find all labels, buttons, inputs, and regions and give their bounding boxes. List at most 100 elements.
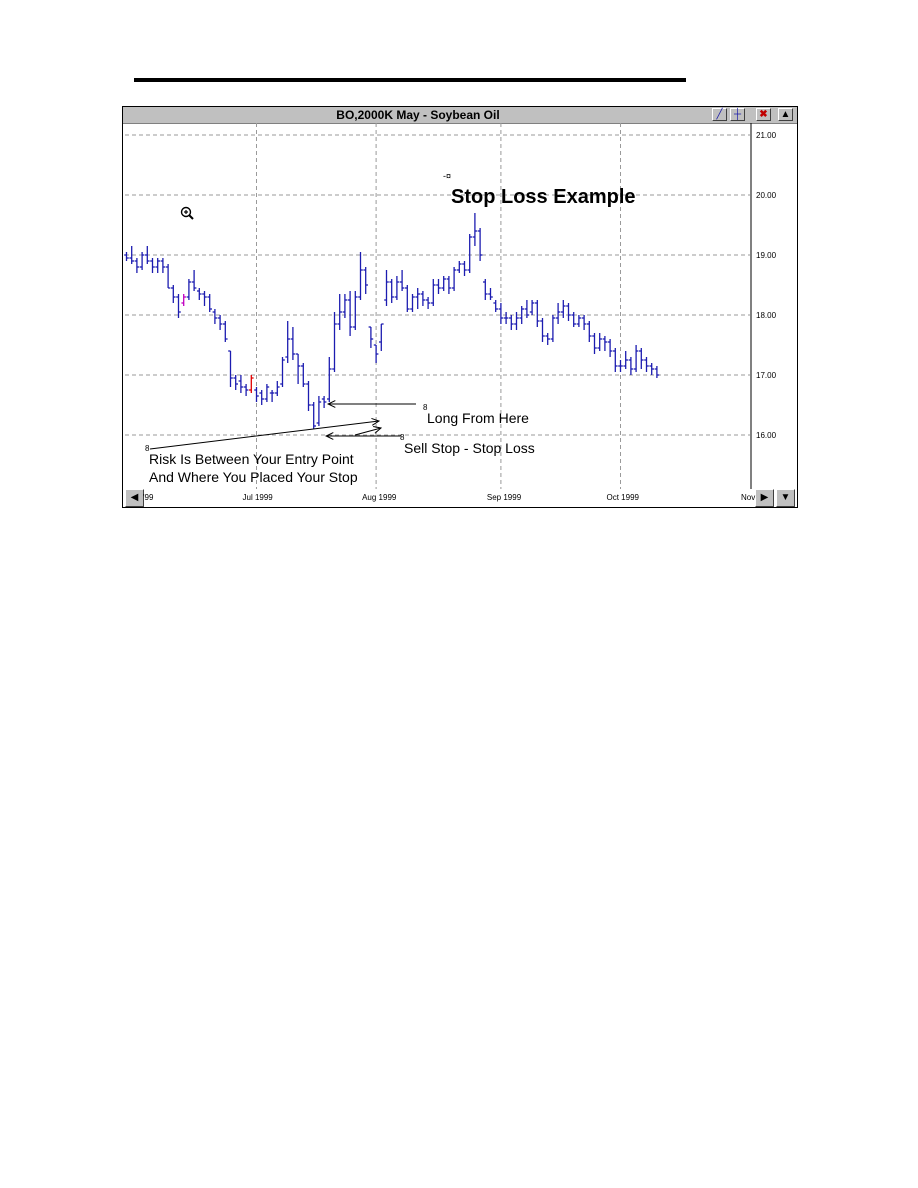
ohlc-bar <box>394 276 400 300</box>
risk-label-line-1: Risk Is Between Your Entry Point <box>149 451 354 467</box>
stop-loss-label: Sell Stop - Stop Loss <box>404 440 535 456</box>
ohlc-bar <box>139 252 145 270</box>
scroll-right-button[interactable]: ▶ <box>755 489 774 507</box>
ohlc-bar <box>602 336 608 351</box>
ohlc-bar <box>243 384 249 396</box>
ohlc-bar <box>441 276 446 291</box>
ohlc-bar <box>134 258 140 273</box>
ohlc-bar <box>327 357 332 402</box>
scroll-left-button[interactable]: ◀ <box>125 489 144 507</box>
x-tick-label: Oct 1999 <box>606 493 639 502</box>
ohlc-bar <box>233 375 238 390</box>
long-entry-label: Long From Here <box>427 410 529 426</box>
risk-marker-icon: 8 <box>145 444 150 453</box>
y-tick-label: 21.00 <box>756 131 777 140</box>
ohlc-bar <box>597 333 602 351</box>
bar-style-button[interactable]: ┼ <box>730 108 745 121</box>
ohlc-bar <box>342 294 348 318</box>
x-tick-label: Sep 1999 <box>486 493 522 502</box>
ohlc-bar <box>124 252 129 261</box>
ohlc-bar <box>254 387 259 402</box>
ohlc-bar <box>264 384 270 402</box>
ohlc-bar <box>644 357 649 372</box>
ohlc-bar <box>155 258 160 273</box>
ohlc-bar <box>389 279 394 303</box>
ohlc-bar <box>623 351 628 369</box>
chart-title-text: Stop Loss Example <box>451 186 636 208</box>
ohlc-bar <box>405 285 410 312</box>
close-chart-button[interactable]: ✖ <box>756 108 771 121</box>
y-tick-label: 20.00 <box>756 191 777 200</box>
ohlc-bar <box>592 333 597 354</box>
scroll-down-button[interactable]: ▼ <box>776 489 795 507</box>
scroll-up-button[interactable]: ▲ <box>778 108 793 121</box>
ohlc-bar <box>306 381 311 411</box>
ohlc-bar <box>587 321 592 342</box>
ohlc-bar <box>555 303 561 324</box>
ohlc-bar <box>316 396 322 426</box>
x-tick-label: Jul 1999 <box>242 493 273 502</box>
ohlc-bar <box>493 300 498 312</box>
ohlc-bar <box>550 315 556 342</box>
ohlc-bar <box>446 276 452 294</box>
risk-arrow-entry-head <box>371 417 381 426</box>
y-tick-label: 18.00 <box>756 311 777 320</box>
ohlc-bar <box>202 291 207 306</box>
ohlc-bar <box>238 375 244 393</box>
risk-arrow-stop-head <box>373 426 383 434</box>
ohlc-bar <box>347 291 353 336</box>
long-marker-icon: 8 <box>423 403 428 412</box>
ohlc-bar <box>269 390 275 402</box>
ohlc-bar <box>337 294 342 330</box>
y-tick-label: 16.00 <box>756 431 777 440</box>
ohlc-bar <box>451 267 457 291</box>
chart-style-button[interactable]: ╱ <box>712 108 727 121</box>
ohlc-bar <box>223 321 228 342</box>
ohlc-bar <box>576 315 582 327</box>
ohlc-bar <box>613 348 618 372</box>
ohlc-bar <box>191 270 197 291</box>
ohlc-bar <box>431 279 436 306</box>
ohlc-bar <box>228 350 233 387</box>
chart-title-bar: BO,2000K May - Soybean Oil ╱ ┼ ✖ ▲ <box>123 107 797 124</box>
ohlc-bar <box>332 312 337 372</box>
x-tick-label: '99 <box>143 493 154 502</box>
ohlc-bar-icon: ┼ <box>733 109 742 120</box>
ohlc-bar <box>483 279 488 300</box>
ohlc-bar <box>545 333 550 345</box>
ohlc-bar <box>462 261 467 276</box>
ohlc-bar <box>628 357 634 375</box>
ohlc-bar <box>129 246 134 264</box>
ohlc-bar <box>212 309 218 324</box>
risk-arrow-entry <box>149 420 380 450</box>
ohlc-bar <box>654 366 660 378</box>
risk-arrow-stop <box>354 427 382 436</box>
ohlc-bar <box>519 306 524 324</box>
ohlc-bar <box>384 270 389 306</box>
ohlc-bar <box>373 344 379 363</box>
ohlc-bar <box>207 294 212 312</box>
triangle-up-icon: ▲ <box>780 109 791 120</box>
ohlc-bar <box>649 363 654 375</box>
stop-marker-icon: 8 <box>400 433 405 442</box>
ohlc-bar <box>561 300 566 318</box>
ohlc-bar <box>509 315 514 330</box>
ohlc-bar <box>176 294 181 318</box>
ohlc-bar <box>186 279 192 300</box>
ohlc-bar <box>295 353 301 384</box>
close-icon: ✖ <box>759 109 768 120</box>
ohlc-bar <box>581 315 587 330</box>
ohlc-bar <box>524 300 530 318</box>
ohlc-bar <box>514 312 519 330</box>
ohlc-bar <box>618 360 623 372</box>
ohlc-bar <box>353 291 358 330</box>
horizontal-scrollbar[interactable]: ◀ ▶ ▼ '99 Jul 1999 Aug 1999 Sep 1999 Oct 199… <box>123 489 797 507</box>
ohlc-bar <box>285 321 290 363</box>
ohlc-bar <box>410 294 415 312</box>
ohlc-bar <box>311 402 316 429</box>
ohlc-bar <box>290 327 296 360</box>
ohlc-bar <box>275 381 280 396</box>
chart-window-title: BO,2000K May - Soybean Oil <box>336 108 500 122</box>
ohlc-bar <box>301 363 306 387</box>
ohlc-bar <box>399 270 405 291</box>
